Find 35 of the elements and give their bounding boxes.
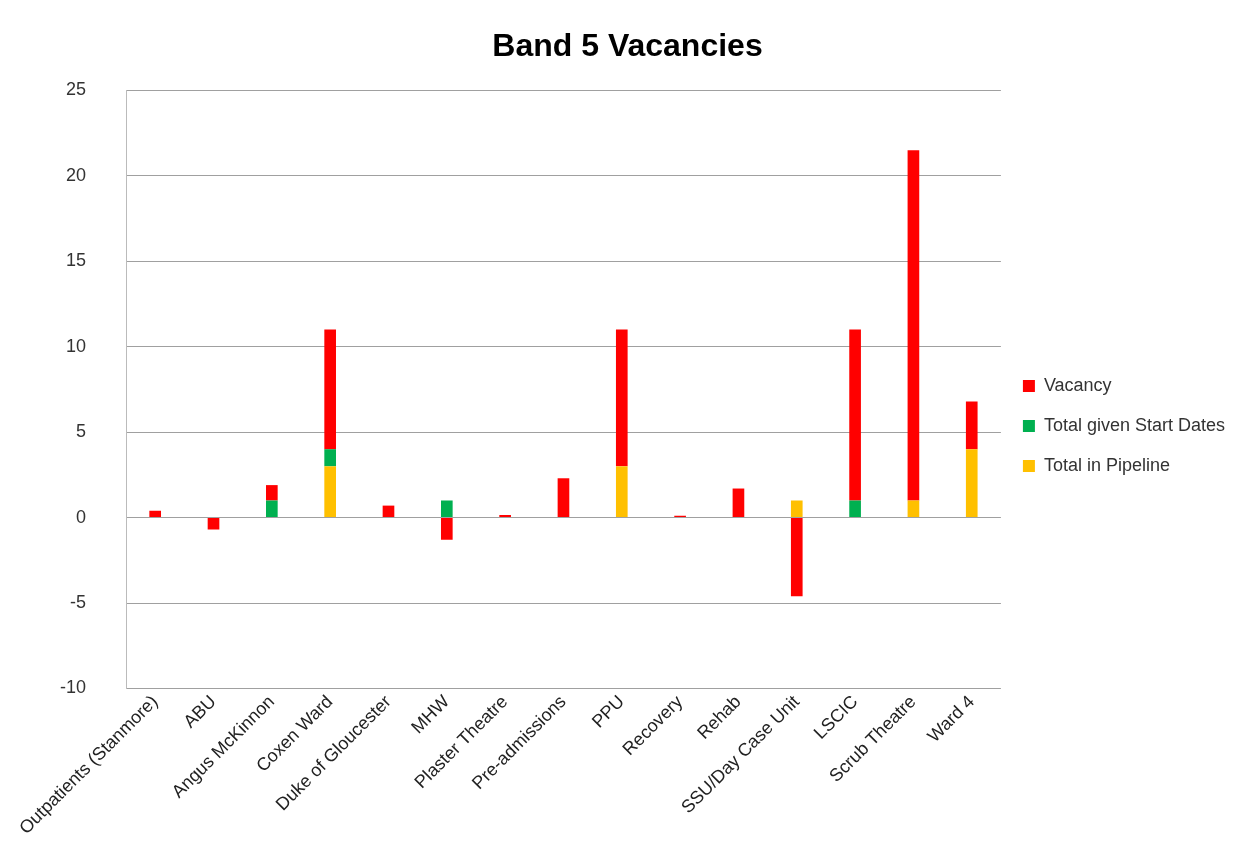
bar bbox=[615, 329, 628, 467]
bar bbox=[965, 449, 978, 518]
bar bbox=[266, 500, 278, 518]
bar bbox=[790, 518, 803, 597]
legend-label: Total given Start Dates bbox=[1043, 414, 1225, 435]
bar bbox=[440, 500, 453, 518]
bar bbox=[324, 449, 336, 467]
y-tick-label: 0 bbox=[76, 506, 87, 527]
y-tick-label: 10 bbox=[65, 335, 87, 356]
bar bbox=[499, 515, 511, 518]
bar bbox=[382, 505, 395, 518]
legend-label: Total in Pipeline bbox=[1043, 454, 1170, 475]
bar bbox=[149, 510, 162, 518]
bar bbox=[266, 485, 278, 501]
bar bbox=[907, 150, 920, 501]
y-tick-label: 25 bbox=[65, 79, 87, 100]
bar bbox=[907, 500, 920, 518]
y-tick-label: 20 bbox=[65, 164, 87, 185]
bar bbox=[965, 401, 978, 450]
bar bbox=[440, 518, 453, 540]
bar bbox=[324, 466, 336, 518]
y-tick-label: -5 bbox=[70, 591, 87, 612]
chart-title: Band 5 Vacancies bbox=[492, 27, 763, 64]
bar bbox=[790, 500, 803, 518]
bar bbox=[849, 329, 861, 501]
y-tick-label: -10 bbox=[60, 677, 87, 698]
bar bbox=[207, 518, 220, 530]
y-tick-label: 5 bbox=[76, 421, 87, 442]
bar bbox=[324, 329, 336, 450]
legend-label: Vacancy bbox=[1043, 374, 1112, 395]
bar bbox=[615, 466, 628, 518]
bar bbox=[732, 488, 745, 518]
bar bbox=[849, 500, 861, 518]
y-tick-label: 15 bbox=[65, 250, 87, 271]
bar bbox=[557, 478, 570, 518]
